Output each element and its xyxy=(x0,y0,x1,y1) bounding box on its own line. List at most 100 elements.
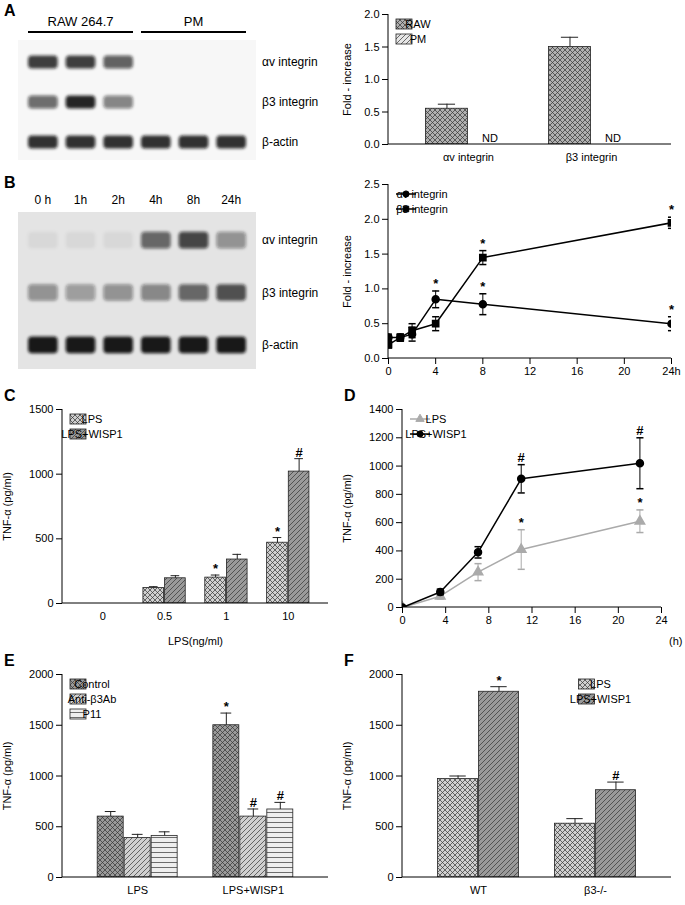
svg-text:600: 600 xyxy=(375,516,393,528)
svg-text:1: 1 xyxy=(223,610,229,622)
svg-text:#: # xyxy=(250,795,258,810)
svg-text:1500: 1500 xyxy=(369,719,393,731)
svg-text:Control: Control xyxy=(74,678,109,690)
svg-text:0: 0 xyxy=(100,610,106,622)
svg-text:800: 800 xyxy=(375,488,393,500)
svg-text:500: 500 xyxy=(35,820,53,832)
svg-text:0 h: 0 h xyxy=(34,193,51,207)
svg-text:*: * xyxy=(637,495,643,510)
svg-text:*: * xyxy=(496,673,502,688)
svg-text:ND: ND xyxy=(482,132,498,144)
svg-text:1400: 1400 xyxy=(369,403,393,415)
svg-text:#: # xyxy=(636,423,644,438)
svg-text:PM: PM xyxy=(184,14,204,29)
svg-text:1h: 1h xyxy=(74,193,87,207)
svg-text:0.0: 0.0 xyxy=(364,138,379,150)
svg-text:β-actin: β-actin xyxy=(262,338,298,352)
svg-text:β3-/-: β3-/- xyxy=(584,884,607,896)
svg-text:12: 12 xyxy=(524,365,536,377)
svg-text:0: 0 xyxy=(387,601,393,613)
svg-text:1.0: 1.0 xyxy=(364,282,379,294)
svg-text:WT: WT xyxy=(470,884,487,896)
svg-text:αv integrin: αv integrin xyxy=(443,151,494,163)
svg-text:0.5: 0.5 xyxy=(364,317,379,329)
svg-text:*: * xyxy=(519,515,525,530)
svg-text:*: * xyxy=(669,302,675,317)
svg-text:TNF-α (pg/ml): TNF-α (pg/ml) xyxy=(341,474,353,543)
svg-text:24h: 24h xyxy=(662,365,680,377)
svg-text:2h: 2h xyxy=(111,193,124,207)
svg-text:αv integrin: αv integrin xyxy=(397,188,448,200)
svg-text:LPS+WISP1: LPS+WISP1 xyxy=(223,884,284,896)
svg-text:RAW: RAW xyxy=(405,18,431,30)
svg-text:500: 500 xyxy=(35,532,53,544)
svg-text:LPS: LPS xyxy=(590,678,611,690)
svg-text:TNF-α (pg/ml): TNF-α (pg/ml) xyxy=(341,742,353,811)
svg-text:#: # xyxy=(612,768,620,783)
svg-text:0.0: 0.0 xyxy=(364,352,379,364)
svg-text:16: 16 xyxy=(569,614,581,626)
svg-text:20: 20 xyxy=(612,614,624,626)
svg-text:12: 12 xyxy=(526,614,538,626)
svg-text:10: 10 xyxy=(282,610,294,622)
svg-text:TNF-α (pg/ml): TNF-α (pg/ml) xyxy=(1,472,13,541)
svg-text:1000: 1000 xyxy=(29,770,53,782)
svg-text:24h: 24h xyxy=(221,193,241,207)
svg-text:A: A xyxy=(4,2,16,19)
svg-text:2.0: 2.0 xyxy=(364,213,379,225)
svg-text:*: * xyxy=(480,279,486,294)
svg-text:*: * xyxy=(669,202,675,217)
svg-text:4: 4 xyxy=(443,614,449,626)
svg-text:20: 20 xyxy=(618,365,630,377)
svg-text:24: 24 xyxy=(655,614,667,626)
svg-text:B: B xyxy=(4,174,16,191)
svg-text:2.0: 2.0 xyxy=(364,8,379,20)
svg-text:1.5: 1.5 xyxy=(364,248,379,260)
svg-text:PM: PM xyxy=(410,33,427,45)
svg-text:LPS+WISP1: LPS+WISP1 xyxy=(61,428,122,440)
svg-text:1500: 1500 xyxy=(29,403,53,415)
svg-text:8h: 8h xyxy=(187,193,200,207)
svg-text:4: 4 xyxy=(433,365,439,377)
svg-text:2.5: 2.5 xyxy=(364,178,379,190)
svg-text:1000: 1000 xyxy=(369,460,393,472)
svg-text:0.5: 0.5 xyxy=(157,610,172,622)
svg-text:LPS(ng/ml): LPS(ng/ml) xyxy=(168,635,223,647)
svg-text:8: 8 xyxy=(480,365,486,377)
svg-text:1200: 1200 xyxy=(369,431,393,443)
svg-text:β3 integrin: β3 integrin xyxy=(396,203,448,215)
svg-text:P11: P11 xyxy=(83,708,102,720)
svg-text:0: 0 xyxy=(47,871,53,883)
svg-text:500: 500 xyxy=(375,820,393,832)
svg-text:0: 0 xyxy=(47,597,53,609)
svg-text:0: 0 xyxy=(399,614,405,626)
svg-text:*: * xyxy=(213,561,219,576)
svg-text:0.5: 0.5 xyxy=(364,106,379,118)
svg-text:#: # xyxy=(518,450,526,465)
svg-text:αv integrin: αv integrin xyxy=(262,55,318,69)
svg-text:*: * xyxy=(480,236,486,251)
svg-text:*: * xyxy=(275,524,281,539)
svg-text:0: 0 xyxy=(385,365,391,377)
svg-text:LPS: LPS xyxy=(82,413,103,425)
svg-text:LPS+WISP1: LPS+WISP1 xyxy=(405,428,466,440)
svg-text:400: 400 xyxy=(375,544,393,556)
svg-text:αv integrin: αv integrin xyxy=(262,233,318,247)
svg-text:TNF-α (pg/ml): TNF-α (pg/ml) xyxy=(1,742,13,811)
svg-text:LPS+WISP1: LPS+WISP1 xyxy=(570,693,631,705)
svg-text:0: 0 xyxy=(387,871,393,883)
svg-text:Anti-β3Ab: Anti-β3Ab xyxy=(68,693,117,705)
svg-text:(h): (h) xyxy=(669,635,682,647)
svg-text:1000: 1000 xyxy=(29,468,53,480)
svg-text:β3 integrin: β3 integrin xyxy=(566,151,618,163)
svg-text:16: 16 xyxy=(571,365,583,377)
svg-text:β-actin: β-actin xyxy=(262,135,298,149)
svg-text:*: * xyxy=(433,276,439,291)
svg-text:ND: ND xyxy=(605,132,621,144)
svg-text:β3 integrin: β3 integrin xyxy=(262,286,318,300)
svg-text:2000: 2000 xyxy=(29,668,53,680)
svg-text:Fold - increase: Fold - increase xyxy=(341,235,353,308)
svg-text:2000: 2000 xyxy=(369,668,393,680)
svg-text:1.5: 1.5 xyxy=(364,41,379,53)
svg-text:4h: 4h xyxy=(149,193,162,207)
